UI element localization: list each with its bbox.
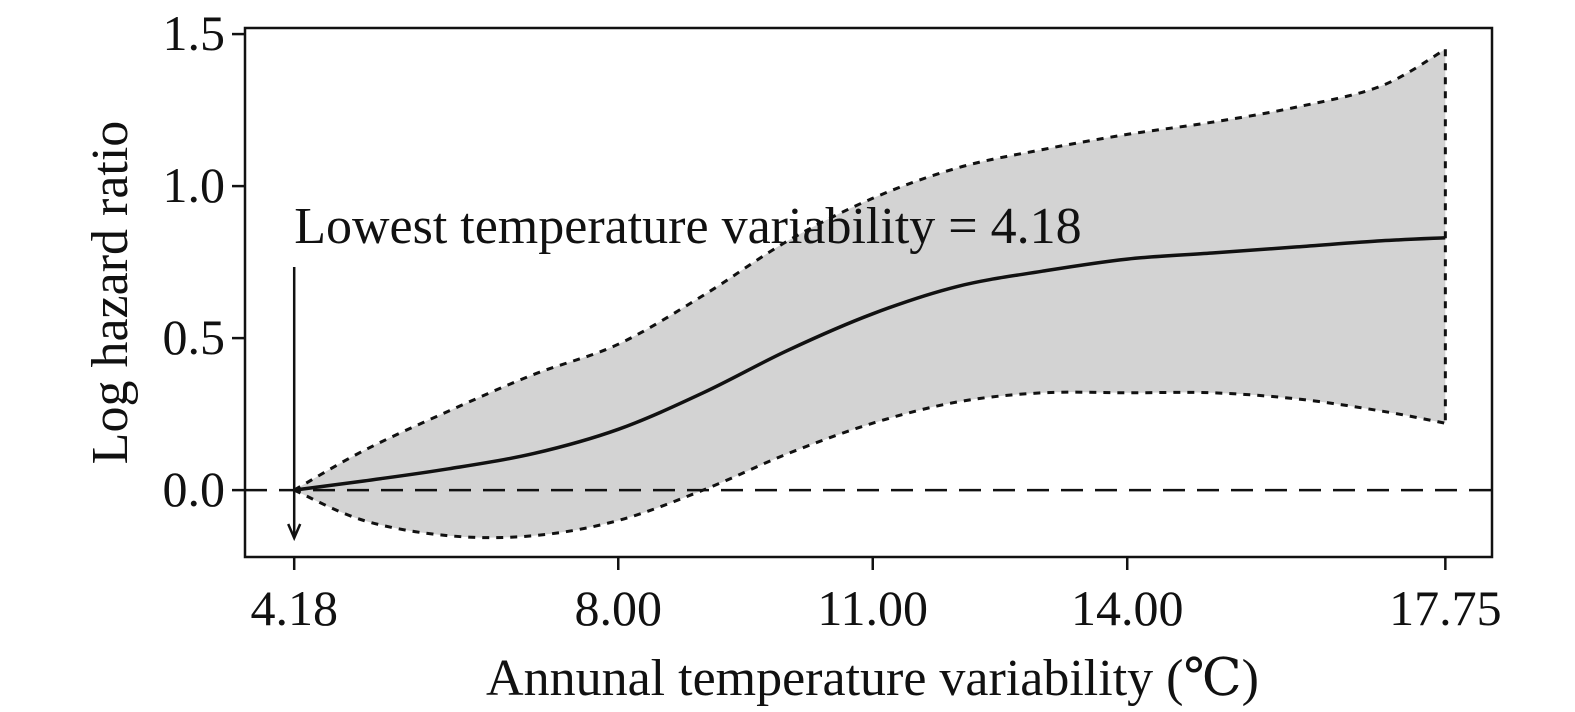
annotation-layer: Lowest temperature variability = 4.18 — [287, 198, 1082, 542]
annotation-text: Lowest temperature variability = 4.18 — [294, 198, 1081, 255]
y-tick-label: 1.0 — [163, 157, 226, 213]
axis-layer: 0.0 0.5 1.0 1.5 4.18 8.00 11.00 14.00 17.75 — [163, 5, 1502, 636]
x-tick-label: 17.75 — [1389, 580, 1502, 636]
annotation-arrow-head — [287, 523, 302, 542]
ci-band — [294, 49, 1446, 538]
x-tick-label: 8.00 — [575, 580, 663, 636]
y-tick-label: 0.5 — [163, 309, 226, 365]
y-tick-label: 0.0 — [163, 461, 226, 517]
y-tick-label: 1.5 — [163, 5, 226, 61]
x-tick-label: 4.18 — [250, 580, 338, 636]
plot-frame — [243, 26, 1494, 559]
y-axis-title: Log hazard ratio — [82, 121, 139, 465]
x-tick-label: 11.00 — [817, 580, 928, 636]
ci-band-layer — [294, 49, 1446, 538]
x-axis-title: Annunal temperature variability (℃) — [486, 650, 1259, 707]
lower-ci-line — [293, 390, 1446, 540]
estimate-line — [293, 236, 1446, 492]
x-tick-label: 14.00 — [1071, 580, 1184, 636]
upper-ci-line — [293, 48, 1447, 492]
series-layer — [293, 48, 1447, 540]
